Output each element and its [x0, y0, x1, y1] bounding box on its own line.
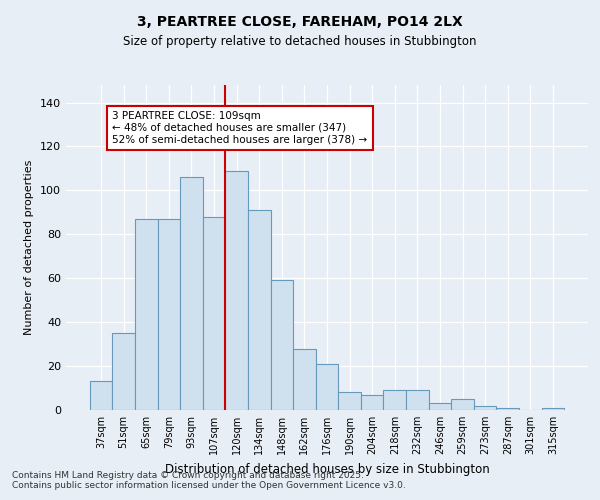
Bar: [271, 280, 293, 410]
Text: Size of property relative to detached houses in Stubbington: Size of property relative to detached ho…: [123, 35, 477, 48]
Bar: [496, 408, 519, 410]
Bar: [203, 217, 226, 410]
Y-axis label: Number of detached properties: Number of detached properties: [25, 160, 34, 335]
Bar: [406, 390, 428, 410]
Bar: [542, 408, 564, 410]
Bar: [135, 219, 158, 410]
X-axis label: Distribution of detached houses by size in Stubbington: Distribution of detached houses by size …: [164, 462, 490, 475]
Text: 3 PEARTREE CLOSE: 109sqm
← 48% of detached houses are smaller (347)
52% of semi-: 3 PEARTREE CLOSE: 109sqm ← 48% of detach…: [112, 112, 367, 144]
Bar: [428, 404, 451, 410]
Bar: [316, 364, 338, 410]
Bar: [361, 394, 383, 410]
Bar: [90, 382, 112, 410]
Bar: [226, 170, 248, 410]
Text: 3, PEARTREE CLOSE, FAREHAM, PO14 2LX: 3, PEARTREE CLOSE, FAREHAM, PO14 2LX: [137, 15, 463, 29]
Bar: [383, 390, 406, 410]
Bar: [293, 348, 316, 410]
Bar: [451, 399, 474, 410]
Bar: [338, 392, 361, 410]
Bar: [158, 219, 180, 410]
Bar: [248, 210, 271, 410]
Bar: [112, 333, 135, 410]
Bar: [180, 177, 203, 410]
Text: Contains HM Land Registry data © Crown copyright and database right 2025.
Contai: Contains HM Land Registry data © Crown c…: [12, 470, 406, 490]
Bar: [474, 406, 496, 410]
